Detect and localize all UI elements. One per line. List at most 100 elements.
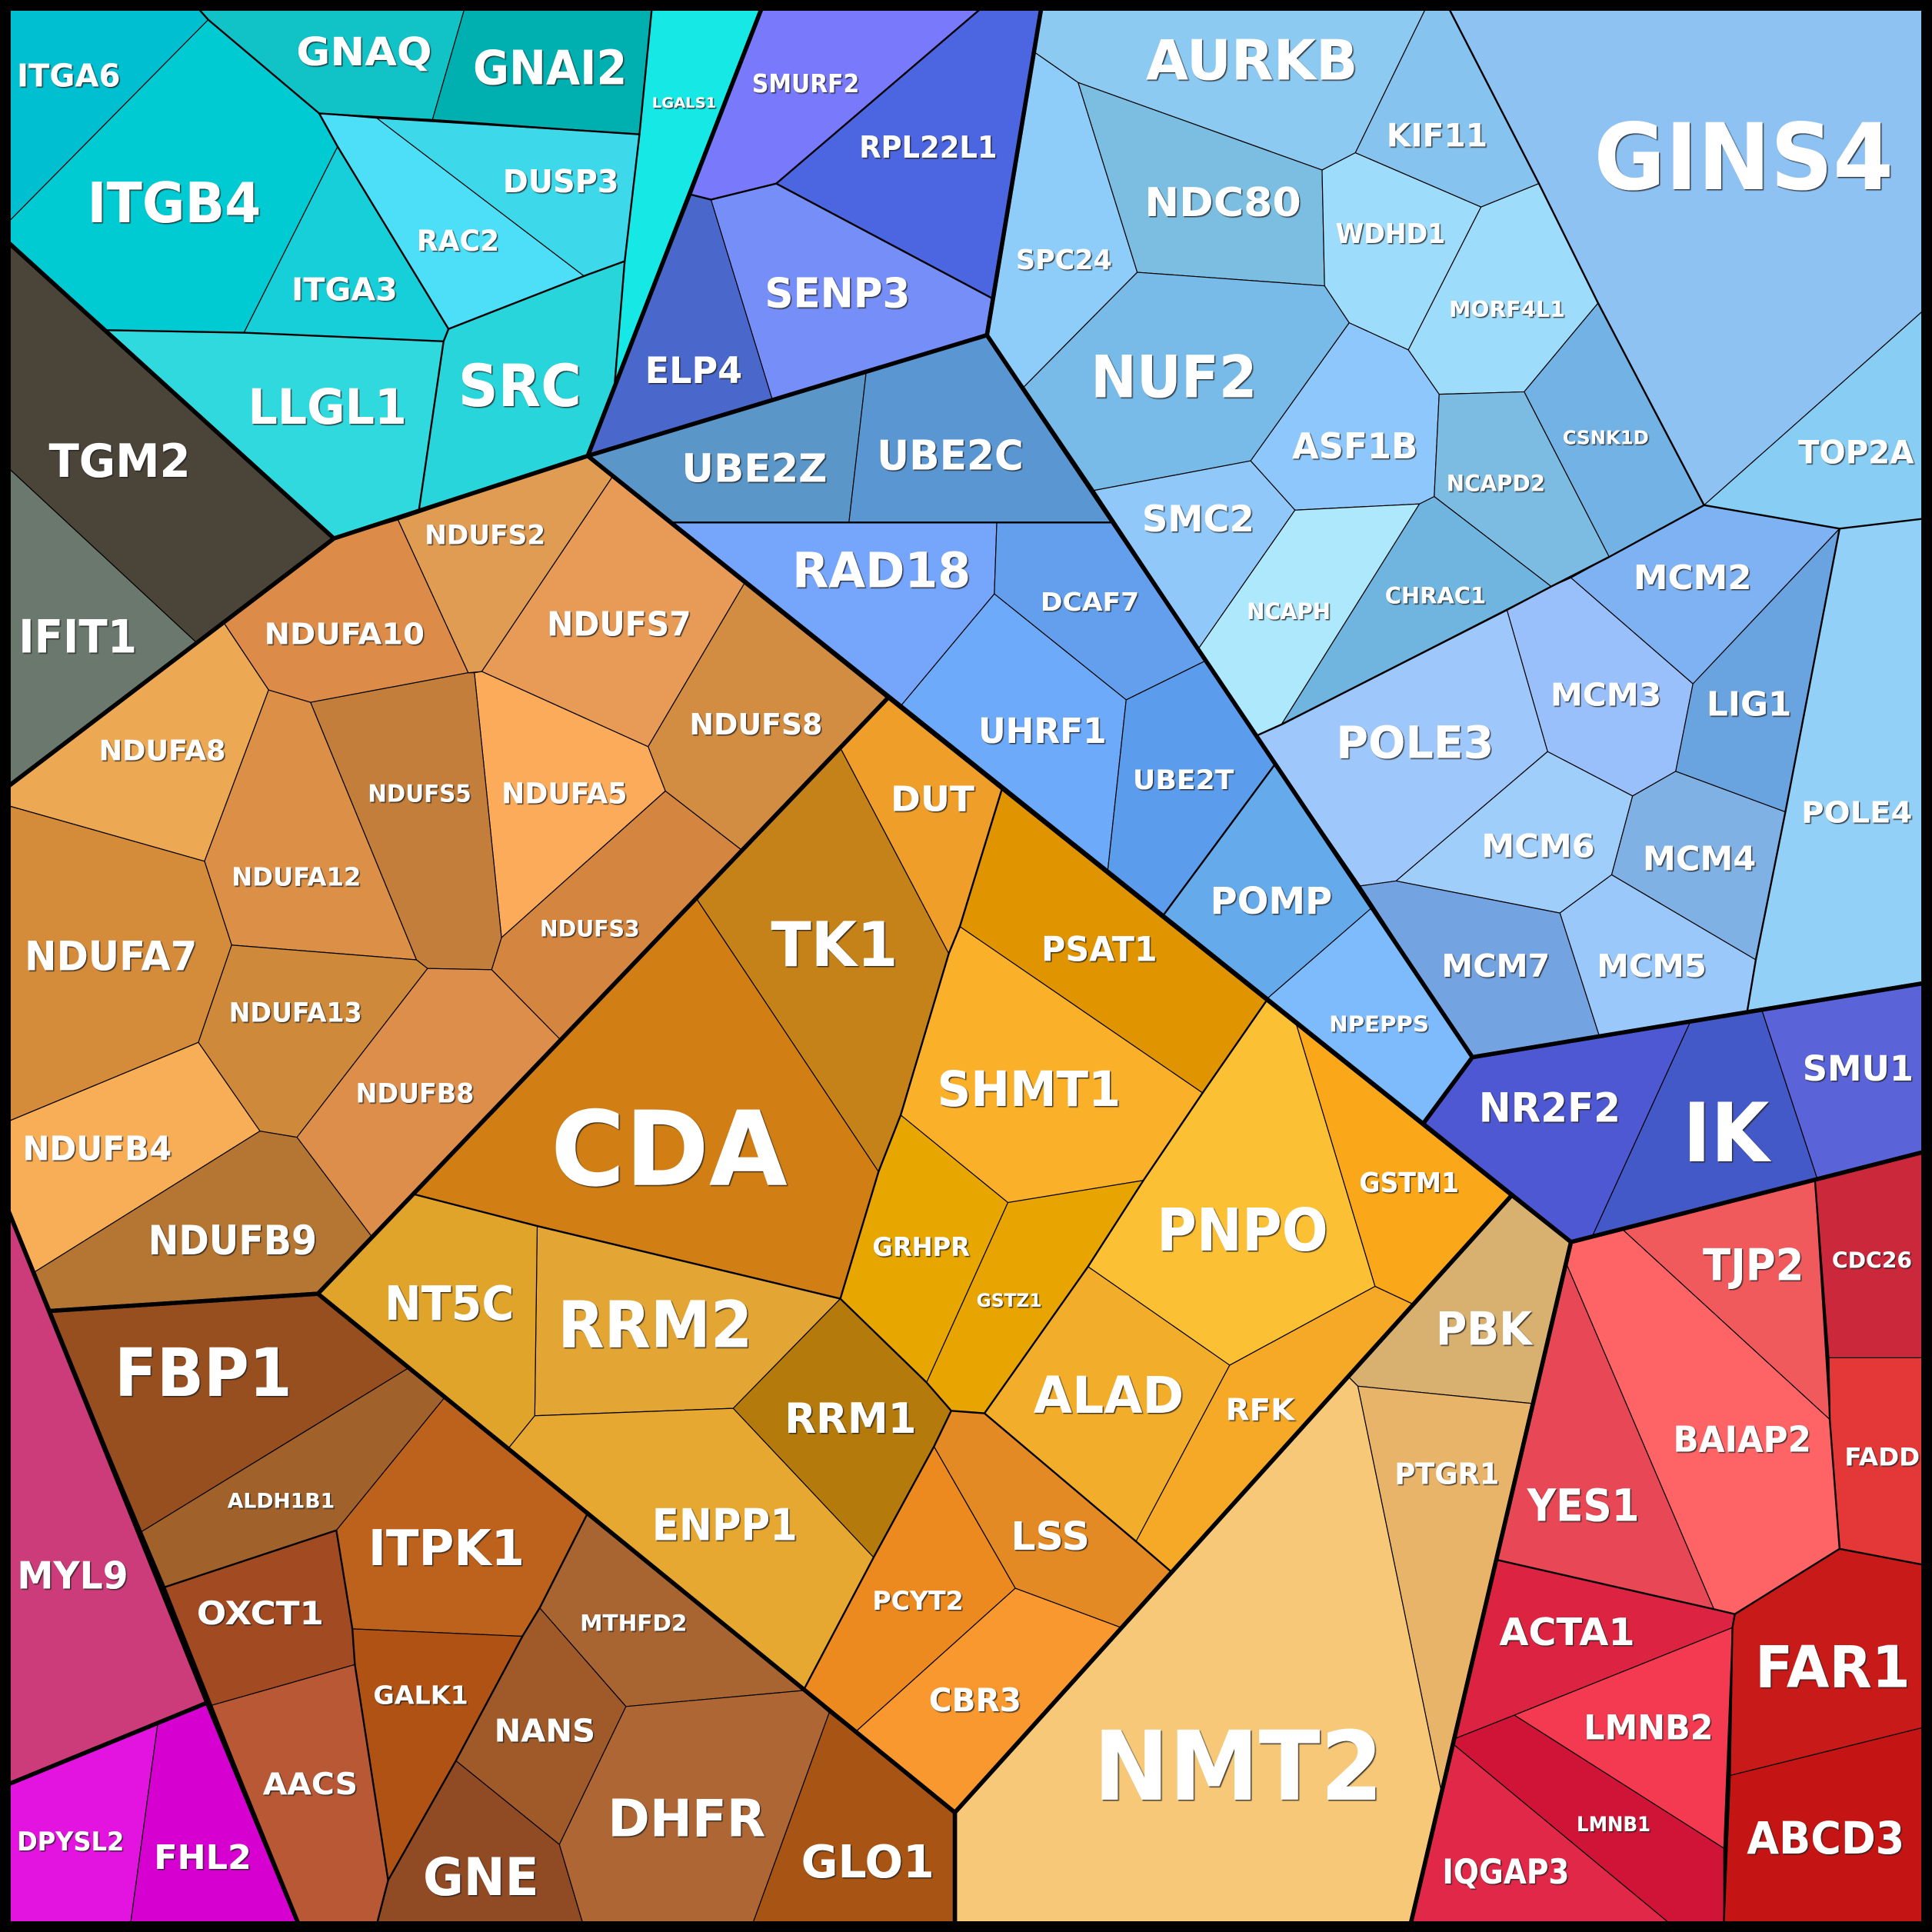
label-baiap2: BAIAP2 — [1673, 1418, 1810, 1460]
label-fhl2: FHL2 — [154, 1838, 251, 1877]
label-lmnb1: LMNB1 — [1577, 1813, 1651, 1837]
label-morf4l1: MORF4L1 — [1449, 297, 1565, 322]
label-mcm6: MCM6 — [1481, 827, 1594, 864]
label-tk1: TK1 — [771, 908, 898, 981]
label-mcm5: MCM5 — [1597, 948, 1707, 984]
label-chrac1: CHRAC1 — [1385, 583, 1486, 609]
subgroup-boundary — [690, 182, 778, 201]
label-ndufs7: NDUFS7 — [547, 605, 691, 644]
label-nt5c: NT5C — [385, 1276, 514, 1331]
label-senp3: SENP3 — [764, 269, 910, 318]
label-oxct1: OXCT1 — [197, 1594, 324, 1632]
subgroup-boundary — [839, 788, 1003, 1300]
label-myl9: MYL9 — [17, 1553, 128, 1597]
label-ptgr1: PTGR1 — [1394, 1457, 1499, 1491]
subgroup-boundary — [983, 999, 1268, 1414]
label-nuf2: NUF2 — [1091, 343, 1257, 411]
label-smu1: SMU1 — [1803, 1048, 1914, 1089]
label-ndufa7: NDUFA7 — [25, 933, 197, 980]
subgroup-boundary — [1496, 1558, 1736, 1924]
subgroup-boundary — [418, 340, 445, 511]
label-gstm1: GSTM1 — [1359, 1168, 1459, 1199]
label-lmnb2: LMNB2 — [1584, 1709, 1713, 1748]
group-light-blue — [986, 8, 1924, 1058]
subgroup-boundary — [164, 1529, 389, 1924]
label-dcaf7: DCAF7 — [1041, 588, 1139, 617]
label-iqgap3: IQGAP3 — [1442, 1853, 1569, 1892]
label-ndufa8: NDUFA8 — [98, 734, 225, 767]
group-tan — [954, 1194, 1572, 1924]
label-dut: DUT — [891, 779, 974, 820]
label-ndufa12: NDUFA12 — [232, 862, 361, 892]
subgroup-boundary — [1734, 1179, 1841, 1615]
label-rpl22l1: RPL22L1 — [859, 131, 997, 165]
label-rad18: RAD18 — [792, 542, 971, 599]
label-yes1: YES1 — [1527, 1481, 1640, 1532]
label-gins4: GINS4 — [1594, 105, 1894, 212]
label-ik: IK — [1683, 1086, 1772, 1181]
label-ube2z: UBE2Z — [681, 446, 827, 491]
subgroup-boundary — [1746, 528, 1841, 1013]
label-ndufs8: NDUFS8 — [689, 708, 822, 742]
label-tjp2: TJP2 — [1703, 1241, 1804, 1291]
label-fadd: FADD — [1844, 1442, 1920, 1471]
cells-layer — [8, 8, 1924, 1924]
label-ube2t: UBE2T — [1133, 765, 1234, 796]
label-uhrf1: UHRF1 — [978, 711, 1107, 751]
label-mcm4: MCM4 — [1643, 841, 1756, 879]
label-elp4: ELP4 — [645, 350, 743, 392]
label-cdc26: CDC26 — [1832, 1248, 1912, 1274]
subgroup-boundaries — [106, 8, 1924, 1924]
label-kif11: KIF11 — [1387, 116, 1487, 154]
label-pbk: PBK — [1436, 1302, 1534, 1355]
label-mthfd2: MTHFD2 — [580, 1611, 687, 1637]
label-smc2: SMC2 — [1142, 498, 1254, 541]
label-ndufb4: NDUFB4 — [22, 1130, 172, 1169]
label-ndc80: NDC80 — [1144, 180, 1301, 226]
label-src: SRC — [458, 352, 581, 420]
label-rfk: RFK — [1226, 1392, 1296, 1427]
label-dusp3: DUSP3 — [503, 163, 619, 200]
label-pole3: POLE3 — [1336, 716, 1494, 768]
label-rac2: RAC2 — [417, 224, 499, 258]
label-ndufs2: NDUFS2 — [425, 521, 545, 551]
label-nmt2: NMT2 — [1094, 1711, 1383, 1823]
label-galk1: GALK1 — [373, 1681, 468, 1710]
label-mcm2: MCM2 — [1634, 558, 1752, 598]
group-red — [1410, 1151, 1924, 1924]
label-cda: CDA — [551, 1089, 788, 1210]
label-asf1b: ASF1B — [1292, 425, 1417, 467]
subgroup-boundary — [411, 1193, 1173, 1574]
label-acta1: ACTA1 — [1499, 1611, 1634, 1654]
label-lig1: LIG1 — [1707, 685, 1792, 724]
label-gne: GNE — [423, 1847, 539, 1908]
label-itgb4: ITGB4 — [87, 172, 261, 236]
subgroup-boundary — [614, 8, 653, 383]
label-top2a: TOP2A — [1798, 433, 1914, 471]
label-pnpo: PNPO — [1157, 1197, 1328, 1265]
group-orange — [317, 697, 1513, 1814]
subgroup-boundary — [106, 328, 450, 342]
label-enpp1: ENPP1 — [652, 1501, 798, 1551]
subgroup-boundary — [1255, 504, 1705, 737]
label-llgl1: LLGL1 — [248, 378, 407, 435]
label-ndufb9: NDUFB9 — [148, 1217, 317, 1264]
group-blue — [587, 335, 1474, 1124]
label-aacs: AACS — [263, 1767, 358, 1802]
label-csnk1d: CSNK1D — [1563, 427, 1649, 449]
label-itga3: ITGA3 — [291, 271, 398, 308]
label-alad: ALAD — [1034, 1367, 1184, 1425]
label-psat1: PSAT1 — [1041, 929, 1158, 970]
subgroup-boundary — [1838, 1547, 1924, 1566]
label-gnaq: GNAQ — [296, 29, 431, 75]
label-far1: FAR1 — [1755, 1634, 1910, 1701]
label-shmt1: SHMT1 — [938, 1061, 1121, 1118]
label-cbr3: CBR3 — [929, 1681, 1021, 1719]
group-violet — [587, 8, 1042, 457]
label-nans: NANS — [495, 1712, 595, 1749]
label-pomp: POMP — [1211, 880, 1333, 923]
label-spc24: SPC24 — [1016, 245, 1112, 276]
label-ndufa13: NDUFA13 — [229, 998, 362, 1028]
label-ndufa10: NDUFA10 — [265, 617, 425, 651]
